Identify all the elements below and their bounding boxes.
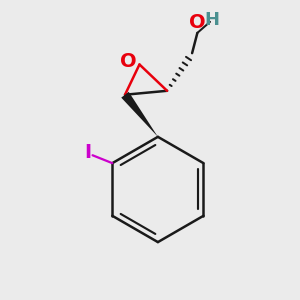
Text: H: H — [204, 11, 219, 29]
Text: O: O — [120, 52, 137, 71]
Text: O: O — [189, 14, 206, 32]
Polygon shape — [121, 92, 158, 137]
Text: I: I — [84, 143, 91, 162]
